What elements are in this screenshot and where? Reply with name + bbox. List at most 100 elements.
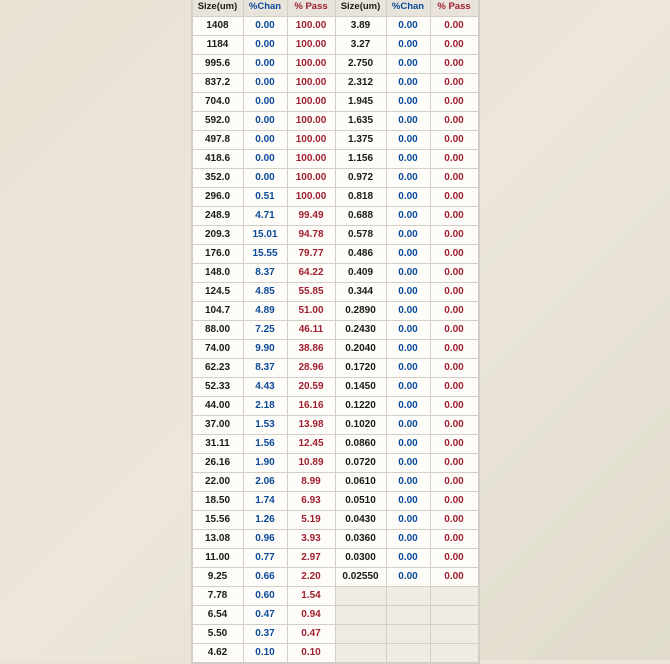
table-row: 148.08.3764.220.4090.000.00 (192, 264, 478, 283)
cell: 4.43 (243, 378, 287, 397)
cell (386, 625, 430, 644)
cell: 0.00 (386, 492, 430, 511)
cell: 0.00 (243, 169, 287, 188)
cell: 0.2430 (335, 321, 386, 340)
cell: 0.0860 (335, 435, 386, 454)
cell: 0.00 (430, 378, 478, 397)
table-row: 13.080.963.930.03600.000.00 (192, 530, 478, 549)
cell: 0.00 (430, 549, 478, 568)
cell (386, 606, 430, 625)
cell: 0.00 (386, 131, 430, 150)
cell: 0.00 (430, 36, 478, 55)
table-row: 44.002.1816.160.12200.000.00 (192, 397, 478, 416)
cell: 0.0610 (335, 473, 386, 492)
table-row: 15.561.265.190.04300.000.00 (192, 511, 478, 530)
table-row: 248.94.7199.490.6880.000.00 (192, 207, 478, 226)
cell: 0.00 (430, 150, 478, 169)
table-row: 18.501.746.930.05100.000.00 (192, 492, 478, 511)
cell: 0.00 (243, 74, 287, 93)
cell: 995.6 (192, 55, 243, 74)
table-row: 88.007.2546.110.24300.000.00 (192, 321, 478, 340)
cell: 248.9 (192, 207, 243, 226)
cell: 0.0430 (335, 511, 386, 530)
cell: 99.49 (287, 207, 335, 226)
cell: 31.11 (192, 435, 243, 454)
cell: 0.00 (430, 283, 478, 302)
cell: 0.486 (335, 245, 386, 264)
cell: 0.00 (430, 416, 478, 435)
table-row: 352.00.00100.000.9720.000.00 (192, 169, 478, 188)
cell: 100.00 (287, 131, 335, 150)
cell: 1.74 (243, 492, 287, 511)
cell (430, 606, 478, 625)
header-row: Size(um) %Chan % Pass Size(um) %Chan % P… (192, 0, 478, 17)
cell: 0.578 (335, 226, 386, 245)
cell: 1.26 (243, 511, 287, 530)
cell: 100.00 (287, 17, 335, 36)
cell: 7.25 (243, 321, 287, 340)
cell: 28.96 (287, 359, 335, 378)
cell: 0.0300 (335, 549, 386, 568)
cell: 55.85 (287, 283, 335, 302)
cell: 0.00 (386, 302, 430, 321)
cell: 8.37 (243, 359, 287, 378)
cell: 0.47 (287, 625, 335, 644)
cell: 10.89 (287, 454, 335, 473)
cell: 0.00 (386, 17, 430, 36)
cell: 0.00 (386, 568, 430, 587)
cell: 52.33 (192, 378, 243, 397)
cell: 0.47 (243, 606, 287, 625)
cell: 176.0 (192, 245, 243, 264)
table-row: 6.540.470.94 (192, 606, 478, 625)
cell: 0.00 (386, 359, 430, 378)
cell: 0.1220 (335, 397, 386, 416)
header-pass-2: % Pass (430, 0, 478, 17)
cell: 1.375 (335, 131, 386, 150)
cell: 0.00 (430, 454, 478, 473)
table-row: 11840.00100.003.270.000.00 (192, 36, 478, 55)
cell: 0.00 (386, 150, 430, 169)
cell (386, 587, 430, 606)
cell: 0.00 (386, 435, 430, 454)
cell: 0.1020 (335, 416, 386, 435)
cell: 0.60 (243, 587, 287, 606)
cell: 0.00 (386, 473, 430, 492)
cell: 0.688 (335, 207, 386, 226)
table-row: 837.20.00100.002.3120.000.00 (192, 74, 478, 93)
cell: 0.00 (243, 36, 287, 55)
header-chan-1: %Chan (243, 0, 287, 17)
table-row: 995.60.00100.002.7500.000.00 (192, 55, 478, 74)
cell: 79.77 (287, 245, 335, 264)
table-body: 14080.00100.003.890.000.0011840.00100.00… (192, 17, 478, 663)
table-row: 5.500.370.47 (192, 625, 478, 644)
cell: 62.23 (192, 359, 243, 378)
cell: 0.00 (386, 530, 430, 549)
cell: 100.00 (287, 169, 335, 188)
cell: 13.08 (192, 530, 243, 549)
cell: 100.00 (287, 188, 335, 207)
data-table: Size(um) %Chan % Pass Size(um) %Chan % P… (192, 0, 479, 663)
cell: 0.00 (386, 397, 430, 416)
cell: 0.00 (430, 188, 478, 207)
cell: 0.0720 (335, 454, 386, 473)
cell: 0.66 (243, 568, 287, 587)
cell: 704.0 (192, 93, 243, 112)
cell: 38.86 (287, 340, 335, 359)
cell: 0.00 (386, 264, 430, 283)
table-row: 418.60.00100.001.1560.000.00 (192, 150, 478, 169)
cell: 2.20 (287, 568, 335, 587)
table-row: 176.015.5579.770.4860.000.00 (192, 245, 478, 264)
table-row: 9.250.662.200.025500.000.00 (192, 568, 478, 587)
cell: 26.16 (192, 454, 243, 473)
cell: 1.53 (243, 416, 287, 435)
cell: 100.00 (287, 150, 335, 169)
cell: 0.00 (430, 435, 478, 454)
cell: 0.00 (430, 321, 478, 340)
cell: 0.0510 (335, 492, 386, 511)
cell: 15.55 (243, 245, 287, 264)
cell: 3.27 (335, 36, 386, 55)
table-row: 7.780.601.54 (192, 587, 478, 606)
cell: 100.00 (287, 55, 335, 74)
cell: 0.00 (430, 264, 478, 283)
cell (335, 625, 386, 644)
